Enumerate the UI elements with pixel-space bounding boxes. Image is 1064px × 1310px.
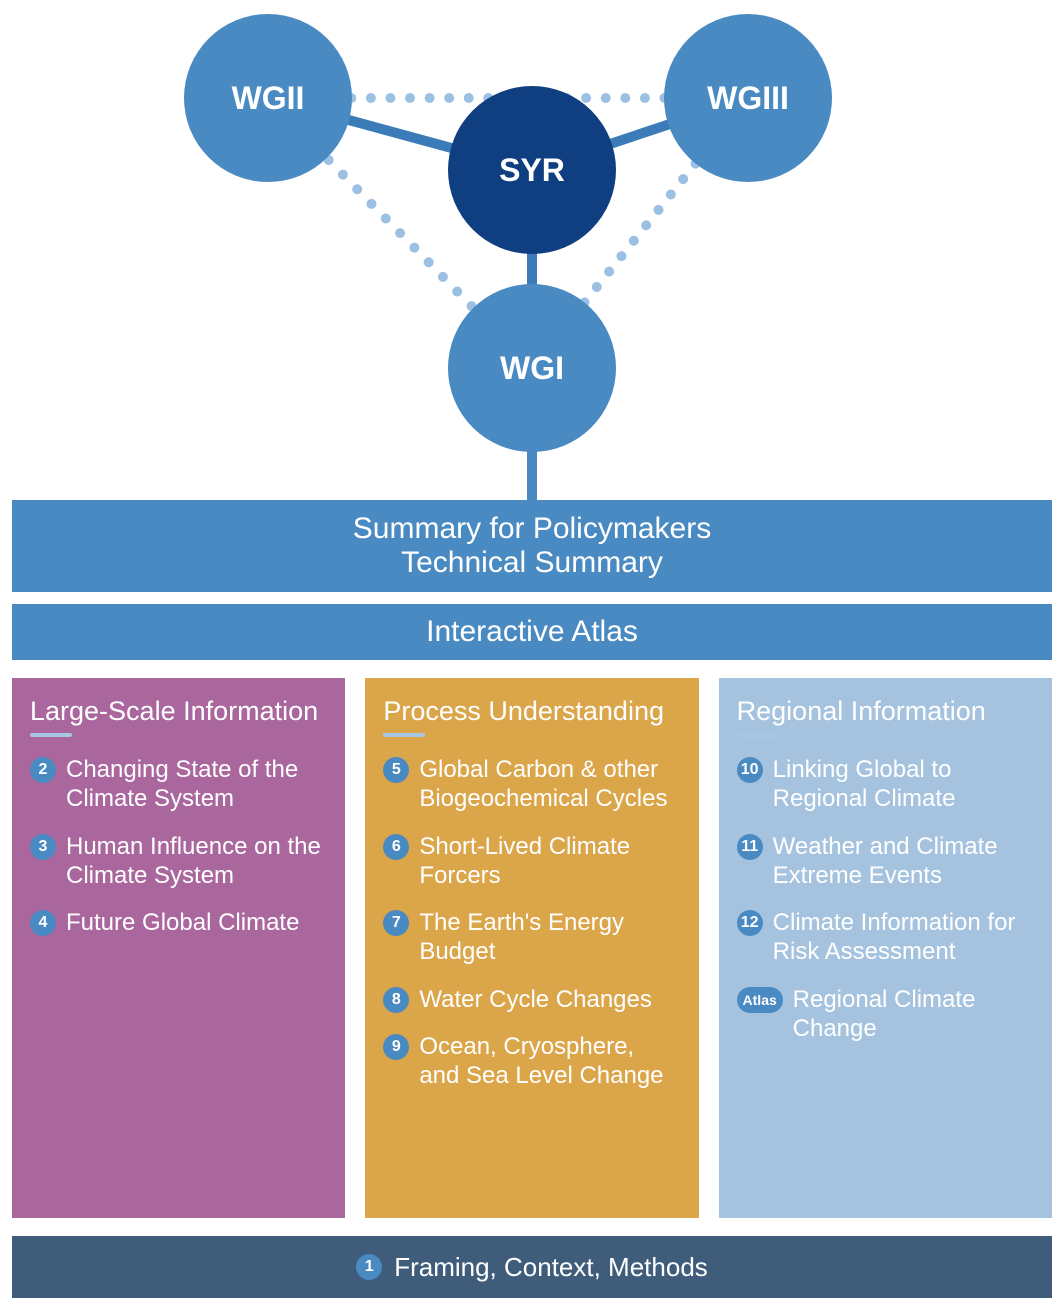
chapter-badge: 7 xyxy=(383,910,409,936)
chapter-badge: 11 xyxy=(737,834,763,860)
item-text: Climate Information for Risk Assessment xyxy=(773,908,1034,967)
chapter-badge: 9 xyxy=(383,1034,409,1060)
item-text: Water Cycle Changes xyxy=(419,985,652,1014)
node-label: WGI xyxy=(500,350,564,387)
footer-text: Framing, Context, Methods xyxy=(394,1252,708,1283)
list-item: 12 Climate Information for Risk Assessmen… xyxy=(737,908,1034,967)
node-wgii: WGII xyxy=(184,14,352,182)
footer-bar: 1 Framing, Context, Methods xyxy=(12,1236,1052,1298)
node-wgi: WGI xyxy=(448,284,616,452)
column-3: Regional Information 10 Linking Global to … xyxy=(719,678,1052,1218)
list-item: Atlas Regional Climate Change xyxy=(737,985,1034,1044)
chapter-badge: Atlas xyxy=(737,987,783,1013)
item-text: Future Global Climate xyxy=(66,908,299,937)
chapter-badge: 10 xyxy=(737,757,763,783)
list-item: 8 Water Cycle Changes xyxy=(383,985,680,1014)
atlas-banner: Interactive Atlas xyxy=(12,604,1052,660)
node-label: WGII xyxy=(232,80,305,117)
footer-badge: 1 xyxy=(356,1254,382,1280)
item-text: The Earth's Energy Budget xyxy=(419,908,680,967)
column-underline xyxy=(737,733,779,737)
list-item: 3 Human Influence on the Climate System xyxy=(30,832,327,891)
column-2: Process Understanding 5 Global Carbon & ot… xyxy=(365,678,698,1218)
column-title: Process Understanding xyxy=(383,696,680,727)
node-wgiii: WGIII xyxy=(664,14,832,182)
item-text: Regional Climate Change xyxy=(793,985,1034,1044)
column-underline xyxy=(383,733,425,737)
column-underline xyxy=(30,733,72,737)
atlas-line1: Interactive Atlas xyxy=(12,615,1052,649)
columns-container: Large-Scale Information 2 Changing State o… xyxy=(0,660,1064,1218)
network-diagram: SYR WGII WGIII WGI xyxy=(0,0,1064,500)
column-1: Large-Scale Information 2 Changing State o… xyxy=(12,678,345,1218)
node-syr: SYR xyxy=(448,86,616,254)
node-label: SYR xyxy=(499,152,565,189)
list-item: 10 Linking Global to Regional Climate xyxy=(737,755,1034,814)
list-item: 11 Weather and Climate Extreme Events xyxy=(737,832,1034,891)
summary-line2: Technical Summary xyxy=(12,546,1052,580)
list-item: 2 Changing State of the Climate System xyxy=(30,755,327,814)
item-text: Global Carbon & other Biogeochemical Cyc… xyxy=(419,755,680,814)
chapter-badge: 3 xyxy=(30,834,56,860)
chapter-badge: 8 xyxy=(383,987,409,1013)
column-title: Large-Scale Information xyxy=(30,696,327,727)
chapter-badge: 2 xyxy=(30,757,56,783)
summary-banner: Summary for Policymakers Technical Summa… xyxy=(12,500,1052,592)
list-item: 9 Ocean, Cryosphere, and Sea Level Change xyxy=(383,1032,680,1091)
item-text: Weather and Climate Extreme Events xyxy=(773,832,1034,891)
chapter-badge: 4 xyxy=(30,910,56,936)
item-text: Changing State of the Climate System xyxy=(66,755,327,814)
item-text: Linking Global to Regional Climate xyxy=(773,755,1034,814)
chapter-badge: 12 xyxy=(737,910,763,936)
list-item: 4 Future Global Climate xyxy=(30,908,327,937)
item-text: Short-Lived Climate Forcers xyxy=(419,832,680,891)
node-label: WGIII xyxy=(707,80,789,117)
summary-line1: Summary for Policymakers xyxy=(12,512,1052,546)
list-item: 6 Short-Lived Climate Forcers xyxy=(383,832,680,891)
footer-badge-num: 1 xyxy=(365,1258,374,1276)
item-text: Ocean, Cryosphere, and Sea Level Change xyxy=(419,1032,680,1091)
chapter-badge: 6 xyxy=(383,834,409,860)
column-title: Regional Information xyxy=(737,696,1034,727)
item-text: Human Influence on the Climate System xyxy=(66,832,327,891)
list-item: 5 Global Carbon & other Biogeochemical Cy… xyxy=(383,755,680,814)
list-item: 7 The Earth's Energy Budget xyxy=(383,908,680,967)
chapter-badge: 5 xyxy=(383,757,409,783)
